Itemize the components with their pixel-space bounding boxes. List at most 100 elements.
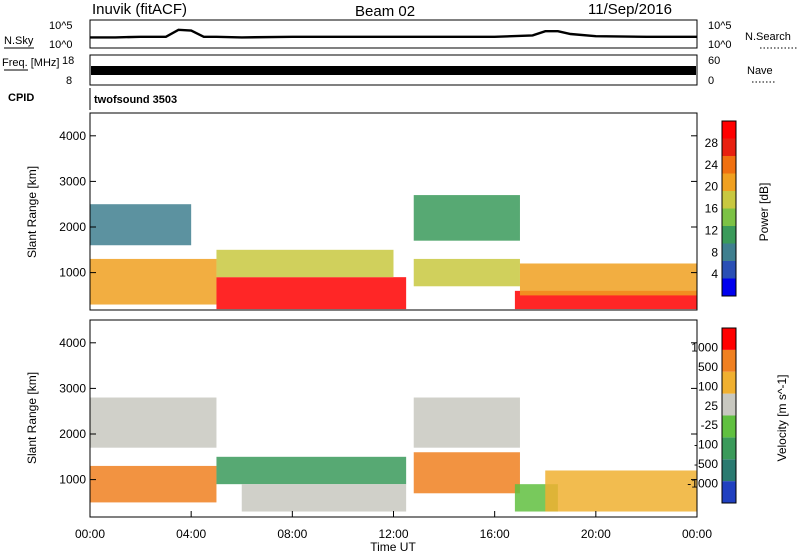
data-region-0 (90, 465, 217, 503)
colorbar-swatch-7 (722, 328, 736, 350)
colorbar-tick-0: 28 (705, 136, 719, 150)
noise-left-tick-top: 10^5 (49, 20, 73, 32)
power-colorbar-label: Power [dB] (757, 183, 771, 242)
data-region-3 (241, 484, 407, 512)
colorbar-swatch-1 (722, 459, 736, 482)
date-label: 11/Sep/2016 (588, 1, 672, 18)
power-data-regions (90, 195, 697, 310)
colorbar-swatch-8 (722, 138, 736, 156)
power-colorbar: 28 24 20 16 12 8 4 (705, 120, 737, 297)
frequency-right-label: Nave (747, 65, 773, 77)
xtick-label-5: 20:00 (581, 527, 611, 541)
colorbar-swatch-0 (722, 481, 736, 503)
power-yticks: 1000 2000 3000 4000 (59, 129, 697, 280)
data-region-1 (90, 397, 217, 448)
colorbar-tick-0: 1000 (691, 340, 718, 354)
colorbar-tick-7: -1000 (687, 477, 718, 491)
data-region-7 (545, 470, 697, 512)
colorbar-tick-2: 20 (705, 180, 719, 194)
data-region-4 (413, 397, 520, 448)
frequency-trace (91, 66, 696, 75)
xtick-label-3: 12:00 (378, 527, 408, 541)
velocity-colorbar: 1000 500 100 25 -25 -100 -500 -1000 (687, 327, 737, 504)
data-region-0 (90, 258, 217, 305)
colorbar-tick-6: -500 (694, 457, 718, 471)
colorbar-swatch-2 (722, 437, 736, 460)
data-region-5 (413, 258, 520, 287)
xtick-label-6: 00:00 (682, 527, 712, 541)
colorbar-swatch-5 (722, 371, 736, 394)
velocity-ylabel: Slant Range [km] (25, 372, 39, 464)
data-region-3 (216, 249, 394, 278)
ytick-label-3: 4000 (59, 129, 86, 143)
colorbar-tick-2: 100 (698, 379, 718, 393)
data-region-7 (519, 263, 697, 296)
colorbar-tick-3: 16 (705, 202, 719, 216)
noise-panel: N.Sky 10^5 10^0 10^5 10^0 N.Search (4, 19, 797, 51)
noise-right-tick-bottom: 10^0 (708, 39, 732, 51)
ytick-label-0: 1000 (59, 266, 86, 280)
ytick-label-2: 3000 (59, 381, 86, 395)
colorbar-swatch-2 (722, 243, 736, 261)
cpid-label: CPID (8, 92, 34, 104)
noise-sky-line (90, 28, 697, 39)
frequency-right-tick-bottom: 0 (708, 75, 714, 87)
ytick-label-0: 1000 (59, 473, 86, 487)
noise-right-tick-top: 10^5 (708, 20, 732, 32)
xaxis-label: Time UT (370, 540, 416, 554)
xtick-label-2: 08:00 (277, 527, 307, 541)
cpid-program: twofsound 3503 (94, 94, 177, 106)
power-ylabel: Slant Range [km] (25, 166, 39, 258)
noise-left-label: N.Sky (4, 35, 34, 47)
colorbar-tick-4: 12 (705, 223, 719, 237)
noise-frame (89, 19, 698, 49)
power-panel: 1000 2000 3000 4000 Slant Range [km] 28 24 20… (25, 112, 771, 311)
colorbar-swatch-3 (722, 415, 736, 438)
velocity-panel: 1000 2000 3000 4000 00:00 04:00 08:00 12:00 16:… (25, 319, 789, 554)
colorbar-swatch-9 (722, 121, 736, 139)
colorbar-swatch-3 (722, 226, 736, 244)
colorbar-swatch-0 (722, 278, 736, 296)
colorbar-tick-5: -100 (694, 438, 718, 452)
data-region-2 (216, 456, 407, 485)
velocity-xticks: 00:00 04:00 08:00 12:00 16:00 20:00 00:00 (75, 511, 712, 541)
colorbar-tick-6: 4 (711, 267, 718, 281)
velocity-colorbar-label: Velocity [m s^-1] (775, 375, 789, 462)
xtick-label-1: 04:00 (176, 527, 206, 541)
colorbar-swatch-4 (722, 208, 736, 226)
colorbar-swatch-5 (722, 191, 736, 209)
colorbar-swatch-7 (722, 156, 736, 174)
data-region-1 (90, 204, 192, 246)
frequency-left-tick-top: 18 (62, 55, 74, 67)
noise-right-label: N.Search (745, 31, 791, 43)
colorbar-tick-5: 8 (711, 245, 718, 259)
colorbar-swatch-6 (722, 349, 736, 372)
station-title: Inuvik (fitACF) (92, 1, 187, 18)
colorbar-frame (721, 120, 737, 297)
frequency-left-tick-bottom: 8 (66, 75, 72, 87)
colorbar-tick-1: 24 (705, 158, 719, 172)
power-frame (89, 112, 698, 311)
ytick-label-1: 2000 (59, 427, 86, 441)
colorbar-swatch-6 (722, 173, 736, 191)
beam-label: Beam 02 (355, 3, 415, 20)
velocity-data-regions (90, 397, 697, 512)
colorbar-frame (721, 327, 737, 504)
data-region-4 (413, 195, 520, 241)
frequency-right-tick-top: 60 (708, 55, 720, 67)
frequency-frame (89, 54, 698, 86)
velocity-yticks: 1000 2000 3000 4000 (59, 336, 697, 487)
frequency-left-label: Freq. [MHz] (2, 57, 59, 69)
data-region-2 (216, 277, 407, 310)
frequency-panel: Freq. [MHz] 18 8 60 0 Nave (2, 54, 775, 87)
colorbar-swatch-4 (722, 393, 736, 416)
colorbar-tick-4: -25 (701, 418, 719, 432)
colorbar-tick-3: 25 (705, 399, 719, 413)
noise-left-tick-bottom: 10^0 (49, 39, 73, 51)
xtick-label-4: 16:00 (480, 527, 510, 541)
cpid-panel: CPID twofsound 3503 (8, 88, 177, 110)
colorbar-swatch-1 (722, 261, 736, 279)
colorbar-tick-1: 500 (698, 360, 718, 374)
ytick-label-1: 2000 (59, 220, 86, 234)
xtick-label-0: 00:00 (75, 527, 105, 541)
